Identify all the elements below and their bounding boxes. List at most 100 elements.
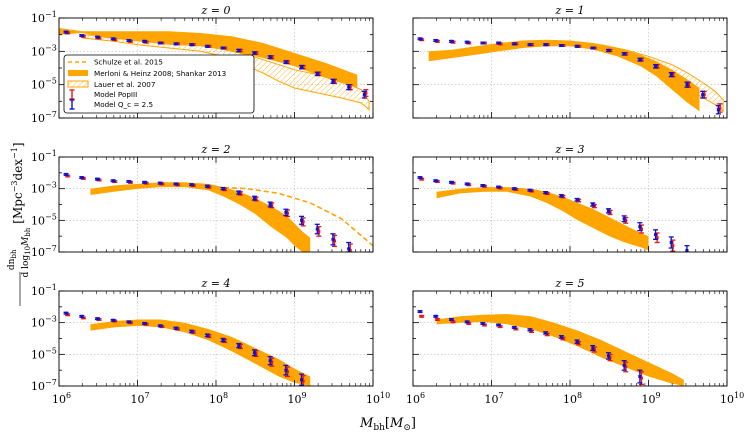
qc-point — [700, 90, 706, 99]
qc-point — [433, 314, 439, 318]
x-tick-label: 109 — [288, 391, 307, 406]
qc-point — [590, 202, 596, 207]
qc-point — [126, 320, 132, 324]
qc-point — [251, 51, 257, 55]
qc-point — [574, 44, 580, 48]
panel-title: z = 0 — [200, 4, 230, 17]
qc-point — [220, 186, 226, 191]
legend-swatch-merloni — [68, 70, 88, 76]
qc-point — [220, 337, 226, 343]
y-tick-label: 10−5 — [31, 212, 57, 227]
legend-swatch-lauer — [67, 80, 89, 88]
qc-point — [330, 233, 336, 246]
qc-point — [283, 208, 289, 217]
qc-point — [715, 104, 721, 115]
qc-point — [314, 71, 320, 77]
x-tick-label: 108 — [563, 391, 582, 406]
qc-point — [480, 321, 486, 325]
qc-point — [79, 314, 85, 318]
plot-area-z0 — [59, 28, 370, 111]
qc-point — [236, 48, 242, 53]
panel-z2: 10−1 10−3 10−5 10−7 z = 2 — [31, 143, 374, 259]
qc-point — [527, 328, 533, 332]
qc-point — [558, 44, 564, 47]
panel-title: z = 5 — [554, 277, 584, 290]
qc-point — [204, 333, 210, 338]
panel-title: z = 3 — [554, 143, 584, 156]
qc-point — [79, 176, 85, 180]
y-tick-label: 10−1 — [31, 10, 57, 25]
qc-point — [251, 349, 257, 357]
y-tick-label: 10−7 — [31, 110, 57, 125]
lauer-band — [82, 34, 370, 111]
qc-point — [79, 34, 85, 37]
qc-point — [63, 172, 69, 176]
panel-title: z = 4 — [200, 277, 230, 290]
panel-z5: 106 107 108 109 1010 z = 5 — [406, 277, 744, 406]
legend-label-popIII: Model PopIII — [94, 90, 137, 99]
qc-point — [496, 185, 502, 189]
qc-point — [236, 190, 242, 195]
qc-point — [684, 81, 690, 88]
qc-point — [126, 180, 132, 184]
qc-point — [558, 334, 564, 339]
qc-point — [94, 177, 100, 181]
qc-point — [189, 183, 195, 187]
y-tick-label: 10−3 — [31, 43, 57, 58]
popIII-point — [419, 314, 425, 318]
y-tick-label: 10−3 — [31, 315, 57, 330]
qc-point — [574, 197, 580, 202]
qc-point — [653, 64, 659, 69]
qc-point — [142, 180, 148, 184]
x-tick-label: 1010 — [366, 391, 390, 406]
qc-point — [433, 179, 439, 183]
qc-point — [637, 57, 643, 62]
legend-label-qc: Model Q_c = 2.5 — [94, 100, 153, 109]
legend-label-lauer: Lauer et al. 2007 — [94, 80, 155, 89]
merloni-band — [436, 187, 649, 251]
qc-point — [299, 373, 305, 386]
qc-point — [511, 42, 517, 46]
x-tick-label: 107 — [131, 391, 150, 406]
popIII-point — [450, 320, 456, 324]
panel-title: z = 2 — [200, 143, 230, 156]
plot-area-z5 — [417, 310, 684, 386]
qc-point — [590, 344, 596, 352]
qc-point — [527, 188, 533, 192]
plot-area-z4 — [63, 311, 311, 386]
merloni-band — [59, 28, 358, 88]
qc-point — [204, 184, 210, 188]
qc-point — [464, 40, 470, 44]
x-tick-label: 108 — [209, 391, 228, 406]
qc-point — [204, 44, 210, 48]
qc-point — [173, 326, 179, 330]
qc-point — [464, 320, 470, 324]
legend-label-merloni: Merloni & Heinz 2008; Shankar 2013 — [94, 69, 226, 78]
plot-area-z1 — [417, 37, 724, 115]
qc-point — [590, 46, 596, 50]
y-tick-label: 10−3 — [31, 181, 57, 196]
qc-point — [496, 323, 502, 327]
qc-point — [417, 37, 423, 41]
qc-point — [142, 39, 148, 43]
x-tick-label: 109 — [642, 391, 661, 406]
legend: Schulze et al. 2015 Merloni & Heinz 2008… — [63, 54, 255, 114]
qc-point — [464, 182, 470, 186]
y-tick-label: 10−7 — [31, 244, 57, 259]
qc-point — [157, 41, 163, 45]
svg-text:dnbhd log10Mbh[Mpc−3dex−1]: dnbhd log10Mbh[Mpc−3dex−1] — [7, 142, 32, 277]
popIII-point — [434, 318, 440, 321]
qc-point — [605, 352, 611, 360]
qc-point — [63, 30, 69, 34]
qc-point — [330, 78, 336, 84]
lauer-band — [600, 44, 724, 113]
qc-point — [157, 324, 163, 328]
qc-point — [417, 310, 423, 314]
qc-point — [110, 37, 116, 41]
qc-point — [621, 215, 627, 223]
qc-point — [314, 223, 320, 235]
qc-point — [267, 55, 273, 60]
qc-point — [480, 41, 486, 45]
